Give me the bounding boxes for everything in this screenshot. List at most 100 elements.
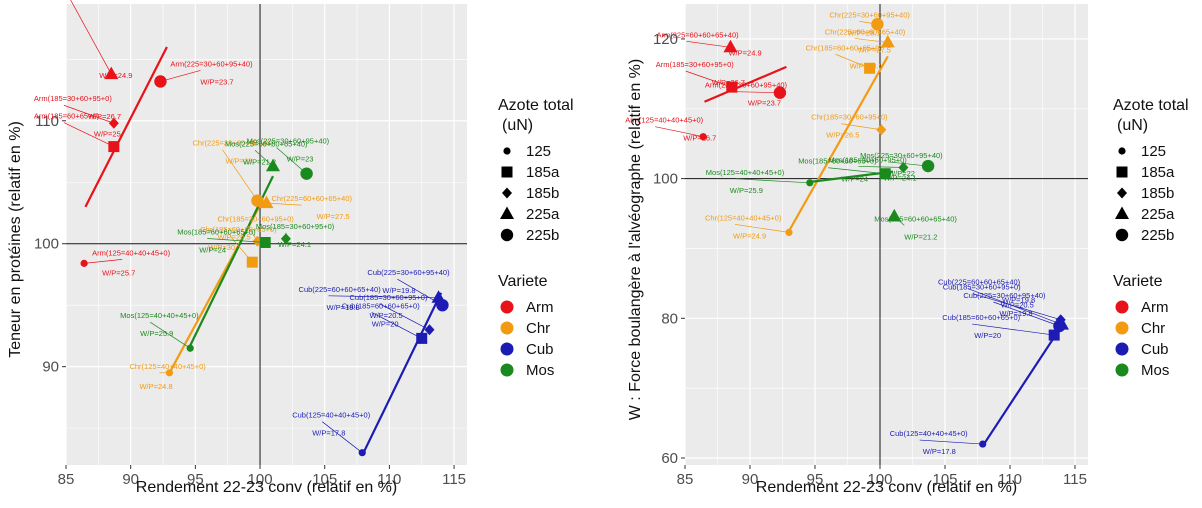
y-tick-label: 100: [653, 171, 678, 188]
y-tick-label: 120: [653, 31, 678, 48]
point-wp-label-cub: W/P=19.8: [1002, 296, 1035, 305]
legend-color-key-arm: [1115, 300, 1129, 314]
point-label-cub: Cub(225=60+60+65+40): [299, 285, 382, 294]
point-wp-label-cub: W/P=17.8: [923, 447, 956, 456]
legend-shape-label: 185a: [1141, 164, 1175, 181]
data-point-chr: [864, 62, 876, 74]
legend-color-label: Mos: [526, 362, 554, 379]
legend-shape-title: Azote total: [1113, 97, 1189, 114]
legend-shape-subtitle: (uN): [502, 117, 533, 134]
data-point-mos: [921, 159, 935, 173]
data-point-mos: [898, 161, 909, 173]
data-point-mos: [300, 167, 313, 180]
label-leader-arm: [734, 91, 780, 94]
legend-shape-label: 225b: [526, 227, 559, 244]
data-point-arm: [108, 117, 119, 129]
x-tick-label: 100: [248, 471, 273, 488]
point-wp-label-arm: W/P=26.7: [683, 134, 716, 143]
point-wp-label-mos: W/P=25.9: [730, 186, 763, 195]
point-label-chr: Chr(185=30+60+95+0): [811, 113, 888, 122]
point-label-cub: Cub(185=30+60+95+0): [943, 283, 1021, 292]
point-wp-label-arm: W/P=24.9: [729, 48, 762, 57]
legend-shape-label: 125: [526, 143, 551, 160]
point-label-mos: Mos(225=60+60+65+40): [874, 214, 957, 223]
data-point-chr: [251, 194, 264, 207]
label-leader-chr: [841, 123, 882, 131]
point-wp-label-mos: W/P=24.1: [278, 240, 311, 249]
legend-shape-label: 125: [1141, 143, 1166, 160]
data-point-arm: [723, 39, 738, 53]
legend-color-label: Cub: [526, 341, 554, 358]
x-tick-label: 95: [807, 471, 824, 488]
point-wp-label-cub: W/P=20.5: [369, 311, 402, 320]
point-wp-label-chr: W/P=27.5: [858, 45, 891, 54]
label-leader-cub: [379, 303, 430, 331]
point-label-chr: Chr(185=60+60+65+0): [200, 225, 277, 234]
x-axis-title: Rendement 22-23 conv (relatif en %): [756, 479, 1017, 496]
x-tick-label: 105: [932, 471, 957, 488]
point-label-cub: Cub(125=40+40+45+0): [890, 429, 968, 438]
trend-line-cub: [983, 324, 1063, 445]
point-wp-label-chr: W/P=24.9: [733, 231, 766, 240]
label-leader-mos: [207, 238, 266, 243]
label-leader-arm: [70, 0, 112, 75]
point-label-cub: Cub(225=30+60+95+40): [367, 268, 450, 277]
x-tick-label: 105: [312, 471, 337, 488]
y-axis-title: Teneur en protéines (relatif en %): [7, 121, 24, 358]
label-leader-mos: [276, 147, 307, 174]
legend-left: Azote total (uN) 125 185a 185b 225a 225b Variet…: [498, 97, 574, 379]
point-wp-label-chr: W/P=26.5: [826, 131, 859, 140]
legend-color-key-chr: [500, 321, 514, 335]
point-wp-label-chr: W/P=28.1: [847, 28, 880, 37]
point-wp-label-chr: W/P=24.8: [139, 382, 172, 391]
label-leader-chr: [835, 53, 870, 69]
legend-shape-subtitle: (uN): [1117, 117, 1148, 134]
data-point-cub: [1053, 319, 1066, 333]
point-wp-label-cub: W/P=17.8: [312, 429, 345, 438]
data-point-cub: [436, 298, 449, 312]
point-wp-label-cub: W/P=19.8: [999, 309, 1032, 318]
point-label-chr: Chr(125=40+40+45+0): [129, 362, 206, 371]
y-tick-label: 60: [661, 450, 678, 467]
y-tick-label: 80: [661, 310, 678, 327]
data-point-chr: [785, 228, 793, 237]
data-point-mos: [806, 179, 814, 187]
point-label-chr: Chr(225=30+60+95+40): [192, 139, 273, 148]
point-wp-label-cub: W/P=20.5: [1001, 301, 1034, 310]
data-point-cub: [358, 449, 366, 457]
data-point-cub: [424, 324, 435, 336]
trend-line-cub: [362, 292, 443, 454]
point-wp-label-cub: W/P=20: [372, 319, 399, 328]
label-leader-cub: [967, 288, 1063, 325]
point-wp-label-mos: W/P=24: [199, 245, 226, 254]
x-tick-label: 90: [742, 471, 759, 488]
x-tick-label: 110: [377, 471, 401, 488]
data-point-arm: [104, 66, 119, 80]
legend-color-label: Arm: [1141, 299, 1169, 316]
point-wp-label-arm: W/P=26.7: [88, 112, 121, 121]
legend-shape-label: 185a: [526, 164, 560, 181]
label-leader-arm: [63, 104, 114, 124]
data-point-arm: [726, 81, 738, 93]
label-leader-arm: [84, 259, 123, 264]
x-axis-title: Rendement 22-23 conv (relatif en %): [136, 479, 397, 496]
data-point-arm: [154, 75, 167, 88]
legend-color-key-cub: [500, 342, 514, 356]
point-label-arm: Arm(185=30+60+95+0): [34, 94, 112, 103]
point-wp-label-mos: W/P=24: [841, 175, 868, 184]
legend-shape-185a: [501, 166, 513, 178]
point-label-arm: Arm(225=30+60+95+40): [705, 81, 788, 90]
label-leader-cub: [972, 293, 1061, 321]
point-label-cub: Cub(185=30+60+95+0): [349, 293, 427, 302]
label-leader-cub: [371, 312, 422, 339]
data-point-mos: [259, 236, 271, 248]
point-label-arm: Arm(185=30+60+95+0): [656, 60, 734, 69]
point-label-mos: Mos(185=60+60+65+0): [177, 227, 256, 236]
label-leader-arm: [655, 126, 704, 138]
label-leader-cub: [919, 439, 983, 445]
point-wp-label-mos: W/P=21.2: [904, 232, 937, 241]
legend-shape-225b: [1115, 228, 1129, 242]
point-label-chr: Chr(125=40+40+45+0): [705, 213, 782, 222]
label-leader-cub: [328, 295, 439, 299]
x-tick-label: 95: [187, 471, 204, 488]
